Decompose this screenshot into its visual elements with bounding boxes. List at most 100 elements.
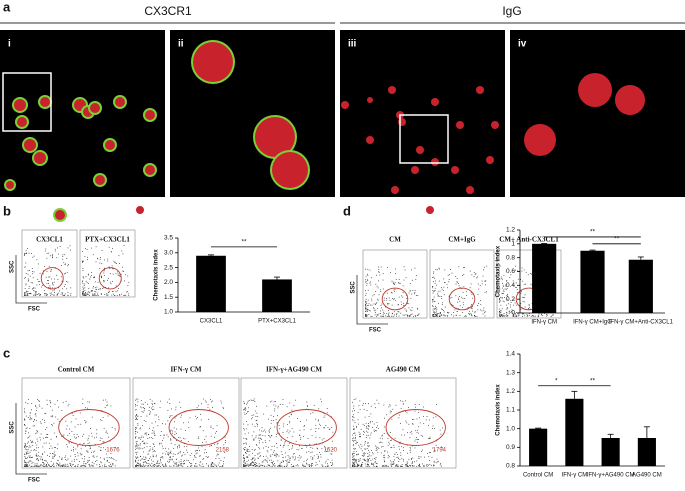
event-dot [33, 294, 34, 296]
event-dot [50, 401, 52, 403]
event-dot [44, 294, 46, 296]
event-dot [136, 414, 138, 416]
event-dot [31, 456, 33, 458]
event-dot [457, 308, 459, 309]
event-dot [110, 457, 112, 459]
event-dot [312, 458, 314, 459]
event-dot [366, 448, 368, 449]
cell [416, 146, 424, 154]
event-dot [371, 300, 373, 302]
event-dot [504, 297, 505, 298]
event-dot [34, 465, 36, 467]
event-dot [482, 313, 484, 315]
event-dot [271, 400, 273, 402]
event-dot [35, 291, 36, 293]
event-dot [62, 254, 64, 256]
event-dot [119, 275, 121, 277]
event-dot [262, 435, 264, 436]
event-dot [331, 427, 333, 428]
event-dot [67, 281, 69, 283]
event-dot [279, 464, 280, 466]
event-dot [245, 453, 247, 454]
event-dot [378, 280, 379, 282]
panel-letter: c [3, 345, 10, 360]
event-dot [432, 286, 433, 287]
event-dot [56, 293, 58, 295]
event-dot [36, 291, 37, 293]
event-dot [144, 442, 146, 444]
event-dot [276, 432, 278, 434]
event-dot [70, 249, 72, 251]
event-dot [247, 411, 249, 412]
event-dot [276, 453, 278, 455]
event-dot [164, 453, 166, 455]
event-dot [390, 272, 391, 274]
event-dot [136, 418, 137, 419]
event-dot [447, 274, 449, 276]
event-dot [212, 407, 213, 408]
event-dot [62, 292, 64, 294]
event-dot [379, 274, 381, 276]
event-dot [113, 293, 114, 295]
event-dot [108, 465, 110, 467]
event-dot [243, 462, 245, 464]
event-dot [48, 280, 49, 282]
event-dot [361, 455, 363, 456]
event-dot [35, 294, 37, 296]
event-dot [96, 289, 98, 290]
gate [58, 409, 120, 446]
event-dot [51, 424, 52, 426]
event-dot [64, 457, 66, 458]
event-dot [244, 447, 246, 449]
event-dot [96, 286, 98, 288]
event-dot [435, 269, 437, 271]
event-dot [369, 269, 371, 271]
event-dot [32, 425, 34, 427]
event-dot [88, 463, 90, 465]
event-dot [306, 419, 308, 421]
event-dot [364, 448, 366, 450]
event-dot [514, 269, 516, 271]
event-dot [401, 295, 402, 297]
event-dot [191, 464, 193, 466]
event-dot [395, 279, 397, 280]
event-dot [314, 443, 316, 445]
event-dot [352, 414, 354, 416]
event-dot [294, 458, 296, 460]
event-dot [400, 301, 402, 303]
event-dot [172, 430, 174, 432]
cell [456, 121, 464, 129]
event-dot [112, 464, 114, 466]
event-dot [501, 315, 503, 316]
event-dot [84, 283, 86, 285]
event-dot [304, 425, 305, 426]
event-dot [76, 434, 78, 435]
event-dot [170, 442, 172, 444]
event-dot [75, 418, 77, 420]
event-dot [470, 314, 472, 316]
event-dot [439, 464, 441, 466]
event-dot [401, 434, 403, 436]
event-dot [175, 428, 177, 430]
event-dot [499, 278, 501, 280]
event-dot [24, 277, 26, 279]
event-dot [180, 450, 182, 452]
event-dot [244, 460, 245, 462]
event-dot [373, 294, 375, 295]
event-dot [198, 447, 199, 449]
event-dot [279, 403, 281, 405]
event-dot [139, 428, 141, 430]
event-dot [174, 462, 176, 464]
event-dot [315, 431, 317, 432]
event-dot [365, 403, 366, 405]
event-dot [407, 432, 409, 433]
event-dot [251, 415, 253, 416]
event-dot [136, 441, 138, 443]
event-dot [355, 451, 357, 453]
event-dot [319, 452, 320, 453]
event-dot [356, 425, 357, 427]
event-dot [405, 314, 407, 316]
event-dot [417, 429, 418, 431]
axis-label: SSC [10, 421, 16, 434]
event-dot [530, 273, 532, 275]
